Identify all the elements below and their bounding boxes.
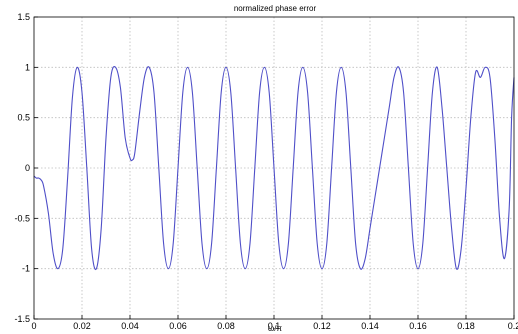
x-tick-label: 0.12 (313, 321, 331, 331)
y-tick-label: 0.5 (17, 113, 30, 123)
chart-title: normalized phase error (234, 4, 317, 13)
x-tick-label: 0.14 (361, 321, 379, 331)
x-tick-label: 0.02 (73, 321, 91, 331)
x-tick-label: 0.16 (409, 321, 427, 331)
x-tick-label: 0.1 (268, 321, 281, 331)
y-tick-label: -0.5 (14, 213, 30, 223)
x-tick-label: 0 (31, 321, 36, 331)
x-axis-label: ω/π (268, 324, 282, 333)
y-tick-label: 1 (25, 62, 30, 72)
x-tick-label: 0.18 (457, 321, 475, 331)
y-tick-label: -1 (22, 264, 30, 274)
plot-frame (33, 16, 515, 320)
x-tick-label: 0.2 (508, 321, 518, 331)
y-tick-label: -1.5 (14, 314, 30, 324)
y-tick-label: 0 (25, 163, 30, 173)
x-tick-label: 0.04 (121, 321, 139, 331)
x-tick-label: 0.08 (217, 321, 235, 331)
y-tick-label: 1.5 (17, 12, 30, 22)
x-tick-label: 0.06 (169, 321, 187, 331)
series-layer (33, 66, 515, 271)
series-line-0 (33, 66, 515, 271)
